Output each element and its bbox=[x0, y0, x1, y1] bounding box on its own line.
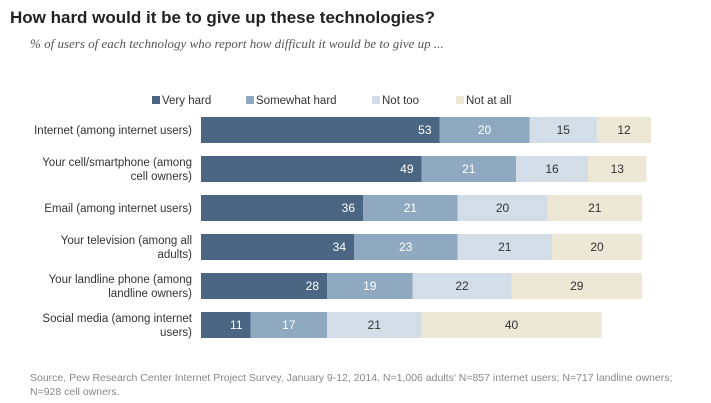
source-note: Source, Pew Research Center Internet Pro… bbox=[30, 372, 673, 398]
bar-4-1 bbox=[327, 273, 413, 299]
bar-5-1 bbox=[250, 312, 327, 338]
data-label-4-0: 28 bbox=[306, 279, 320, 293]
data-label-2-2: 20 bbox=[496, 201, 510, 215]
data-label-4-1: 19 bbox=[363, 279, 377, 293]
data-label-0-3: 12 bbox=[617, 123, 631, 137]
data-label-3-1: 23 bbox=[399, 240, 413, 254]
legend-label-1: Somewhat hard bbox=[256, 95, 337, 107]
bar-0-1 bbox=[439, 117, 530, 143]
data-label-4-2: 22 bbox=[455, 279, 469, 293]
bar-1-1 bbox=[421, 156, 516, 182]
bar-3-2 bbox=[457, 234, 552, 260]
data-label-0-0: 53 bbox=[418, 123, 432, 137]
bar-0-2 bbox=[529, 117, 597, 143]
bar-1-0 bbox=[201, 156, 422, 182]
bar-5-2 bbox=[327, 312, 422, 338]
stacked-bar-chart: Very hard Somewhat hard Not too Not at all I… bbox=[34, 95, 651, 339]
category-label-1: Your cell/smartphone (among cell owners) bbox=[42, 157, 192, 183]
bar-0-3 bbox=[597, 117, 651, 143]
category-label-5: Social media (among internet users) bbox=[42, 313, 192, 339]
legend-label-0: Very hard bbox=[162, 95, 211, 107]
data-label-5-1: 17 bbox=[282, 318, 296, 332]
bar-1-3 bbox=[588, 156, 647, 182]
bar-3-0 bbox=[201, 234, 354, 260]
data-label-2-0: 36 bbox=[342, 201, 356, 215]
data-label-2-1: 21 bbox=[404, 201, 418, 215]
data-label-1-1: 21 bbox=[462, 162, 476, 176]
bar-1-2 bbox=[516, 156, 588, 182]
category-label-0: Internet (among internet users) bbox=[34, 125, 192, 137]
data-label-5-3: 40 bbox=[505, 318, 519, 332]
bar-2-3 bbox=[547, 195, 642, 221]
legend-label-3: Not at all bbox=[466, 95, 511, 107]
data-label-3-3: 20 bbox=[590, 240, 604, 254]
data-label-2-3: 21 bbox=[588, 201, 602, 215]
legend-label-2: Not too bbox=[382, 95, 419, 107]
legend-swatch-1 bbox=[246, 96, 254, 104]
data-label-1-3: 13 bbox=[611, 162, 625, 176]
data-label-4-3: 29 bbox=[570, 279, 584, 293]
bar-3-1 bbox=[354, 234, 458, 260]
chart-title: How hard would it be to give up these te… bbox=[10, 8, 436, 27]
data-label-5-2: 21 bbox=[368, 318, 382, 332]
bar-0-0 bbox=[201, 117, 440, 143]
bar-5-0 bbox=[201, 312, 251, 338]
legend-swatch-3 bbox=[456, 96, 464, 104]
data-label-1-2: 16 bbox=[545, 162, 559, 176]
bar-2-0 bbox=[201, 195, 363, 221]
bar-4-0 bbox=[201, 273, 327, 299]
legend-swatch-2 bbox=[372, 96, 380, 104]
data-label-3-2: 21 bbox=[498, 240, 512, 254]
bar-2-1 bbox=[363, 195, 458, 221]
bar-4-3 bbox=[511, 273, 642, 299]
data-label-0-1: 20 bbox=[478, 123, 492, 137]
data-label-5-0: 11 bbox=[230, 318, 243, 332]
data-label-3-0: 34 bbox=[333, 240, 347, 254]
category-label-4: Your landline phone (among landline owner… bbox=[49, 274, 193, 300]
legend-swatch-0 bbox=[152, 96, 160, 104]
category-label-3: Your television (among all adults) bbox=[61, 235, 192, 261]
data-label-0-2: 15 bbox=[557, 123, 571, 137]
bar-5-3 bbox=[421, 312, 602, 338]
bar-3-3 bbox=[552, 234, 642, 260]
bar-4-2 bbox=[412, 273, 512, 299]
chart-subtitle: % of users of each technology who report… bbox=[30, 36, 444, 51]
bar-2-2 bbox=[457, 195, 548, 221]
category-label-2: Email (among internet users) bbox=[44, 203, 192, 215]
data-label-1-0: 49 bbox=[400, 162, 414, 176]
